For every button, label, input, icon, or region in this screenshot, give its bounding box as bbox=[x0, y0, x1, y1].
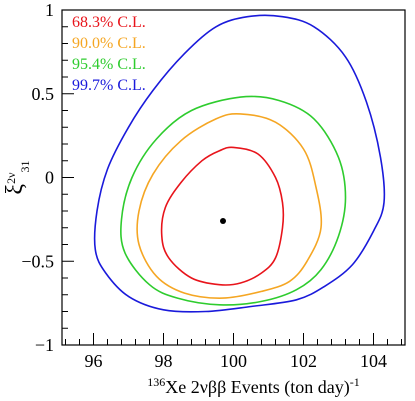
x-axis-title-isotope: 136 bbox=[147, 375, 165, 389]
y-axis-title-superscript: 2ν bbox=[4, 172, 18, 184]
best-fit-point bbox=[220, 218, 226, 225]
legend-entry-2: 95.4% C.L. bbox=[72, 56, 146, 73]
contour-2 bbox=[120, 95, 347, 306]
x-tick-label: 104 bbox=[360, 351, 387, 371]
contour-layer bbox=[93, 14, 386, 313]
x-tick-label: 98 bbox=[155, 351, 173, 371]
axis-ticks: 96 98 100 102 104 −1 −0.5 0 0.5 1 bbox=[21, 0, 402, 371]
y-tick-label: −0.5 bbox=[21, 251, 54, 271]
y-tick-label: 1 bbox=[45, 0, 54, 20]
contour-3 bbox=[93, 14, 386, 313]
y-tick-label: 0.5 bbox=[32, 84, 55, 104]
x-axis-title: 136Xe 2νββ Events (ton day)-1 bbox=[147, 375, 359, 398]
x-tick-label: 100 bbox=[220, 351, 247, 371]
legend: 68.3% C.L. 90.0% C.L. 95.4% C.L. 99.7% C.L. bbox=[72, 14, 146, 94]
y-axis-title-subscript: 31 bbox=[18, 160, 32, 172]
contour-0 bbox=[160, 146, 285, 286]
x-tick-label: 102 bbox=[290, 351, 317, 371]
y-axis-title: ξ2ν31 bbox=[2, 160, 32, 194]
legend-entry-0: 68.3% C.L. bbox=[72, 14, 146, 31]
y-tick-label: −1 bbox=[35, 335, 54, 355]
legend-entry-3: 99.7% C.L. bbox=[72, 77, 146, 94]
contour-1 bbox=[136, 112, 323, 299]
x-axis-title-main: Xe 2νββ Events (ton day) bbox=[165, 377, 349, 398]
x-tick-label: 96 bbox=[85, 351, 103, 371]
x-axis-title-exponent: -1 bbox=[350, 375, 360, 389]
y-tick-label: 0 bbox=[45, 168, 54, 188]
legend-entry-1: 90.0% C.L. bbox=[72, 35, 146, 52]
y-axis-title-main: ξ bbox=[2, 184, 28, 195]
